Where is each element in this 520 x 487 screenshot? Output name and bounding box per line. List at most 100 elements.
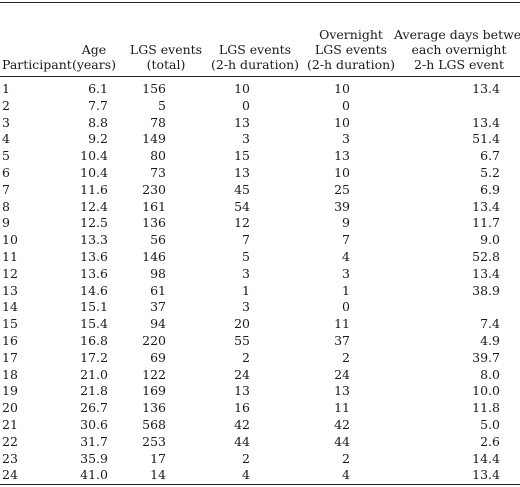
table-row: 2 7.7 5 0 0 xyxy=(0,98,520,115)
participant-cell: 19 xyxy=(2,383,18,399)
participant-cell: 22 xyxy=(2,433,18,449)
lgs-total-cell: 253 xyxy=(142,433,166,449)
age-cell: 10.4 xyxy=(80,164,108,180)
lgs-2h-cell: 5 xyxy=(242,248,250,264)
overnight-lgs-cell: 13 xyxy=(334,383,350,399)
lgs-total-cell: 56 xyxy=(150,232,166,248)
average-days-cell: 5.2 xyxy=(480,164,500,180)
overnight-lgs-cell: 39 xyxy=(334,198,350,214)
average-days-cell: 39.7 xyxy=(472,349,500,365)
participant-cell: 14 xyxy=(2,299,18,315)
lgs-total-cell: 149 xyxy=(142,131,166,147)
age-cell: 7.7 xyxy=(88,97,108,113)
overnight-lgs-cell: 10 xyxy=(334,114,350,130)
lgs-total-cell: 169 xyxy=(142,383,166,399)
table-row: 12 13.6 98 3 3 13.4 xyxy=(0,266,520,283)
lgs-total-cell: 69 xyxy=(150,349,166,365)
lgs-2h-cell: 1 xyxy=(242,282,250,298)
participant-cell: 23 xyxy=(2,450,18,466)
average-days-cell: 5.0 xyxy=(480,416,500,432)
header-overnight-line-1: Overnight xyxy=(319,27,383,42)
lgs-total-cell: 220 xyxy=(142,332,166,348)
lgs-total-cell: 161 xyxy=(142,198,166,214)
overnight-lgs-cell: 25 xyxy=(334,181,350,197)
lgs-2h-cell: 12 xyxy=(234,215,250,231)
lgs-2h-cell: 3 xyxy=(242,265,250,281)
lgs-total-cell: 14 xyxy=(150,467,166,483)
participant-cell: 16 xyxy=(2,332,18,348)
header-participant: Participant xyxy=(2,57,72,72)
age-cell: 10.4 xyxy=(80,148,108,164)
average-days-cell: 6.9 xyxy=(480,181,500,197)
average-days-cell: 52.8 xyxy=(472,248,500,264)
lgs-2h-cell: 13 xyxy=(234,114,250,130)
header-lgs-2h-line-1: LGS events xyxy=(218,42,292,57)
overnight-lgs-cell: 1 xyxy=(342,282,350,298)
age-cell: 30.6 xyxy=(80,416,108,432)
table-row: 14 15.1 37 3 0 xyxy=(0,299,520,316)
lgs-2h-cell: 2 xyxy=(242,450,250,466)
participant-cell: 20 xyxy=(2,400,18,416)
participant-cell: 18 xyxy=(2,366,18,382)
average-days-cell: 13.4 xyxy=(472,265,500,281)
header-bottom-rule xyxy=(0,76,520,77)
participant-cell: 21 xyxy=(2,416,18,432)
overnight-lgs-cell: 0 xyxy=(342,299,350,315)
average-days-cell: 2.6 xyxy=(480,433,500,449)
age-cell: 8.8 xyxy=(88,114,108,130)
header-age: Age (years) xyxy=(70,42,118,72)
age-cell: 12.4 xyxy=(80,198,108,214)
overnight-lgs-cell: 2 xyxy=(342,349,350,365)
header-avg-line-2: each overnight xyxy=(411,42,507,57)
lgs-total-cell: 5 xyxy=(158,97,166,113)
lgs-2h-cell: 3 xyxy=(242,299,250,315)
average-days-cell: 4.9 xyxy=(480,332,500,348)
lgs-2h-cell: 13 xyxy=(234,383,250,399)
lgs-2h-cell: 42 xyxy=(234,416,250,432)
table-row: 9 12.5 136 12 9 11.7 xyxy=(0,215,520,232)
participant-cell: 1 xyxy=(2,81,10,96)
lgs-2h-cell: 4 xyxy=(242,467,250,483)
participant-cell: 8 xyxy=(2,198,10,214)
average-days-cell: 7.4 xyxy=(480,316,500,332)
table-row: 21 30.6 568 42 42 5.0 xyxy=(0,417,520,434)
age-cell: 31.7 xyxy=(80,433,108,449)
age-cell: 9.2 xyxy=(88,131,108,147)
lgs-total-cell: 17 xyxy=(150,450,166,466)
participant-cell: 6 xyxy=(2,164,10,180)
header-avg-line-3: 2-h LGS event xyxy=(414,57,504,72)
lgs-total-cell: 136 xyxy=(142,215,166,231)
participant-cell: 12 xyxy=(2,265,18,281)
lgs-total-cell: 156 xyxy=(142,81,166,96)
table-top-rule xyxy=(0,2,520,3)
participant-cell: 13 xyxy=(2,282,18,298)
participant-cell: 7 xyxy=(2,181,10,197)
age-cell: 41.0 xyxy=(80,467,108,483)
participant-cell: 2 xyxy=(2,97,10,113)
table-row: 7 11.6 230 45 25 6.9 xyxy=(0,182,520,199)
overnight-lgs-cell: 13 xyxy=(334,148,350,164)
overnight-lgs-cell: 2 xyxy=(342,450,350,466)
header-avg-line-1: Average days between xyxy=(394,27,520,42)
lgs-total-cell: 80 xyxy=(150,148,166,164)
lgs-2h-cell: 2 xyxy=(242,349,250,365)
average-days-cell: 9.0 xyxy=(480,232,500,248)
lgs-total-cell: 122 xyxy=(142,366,166,382)
participant-cell: 11 xyxy=(2,248,18,264)
age-cell: 35.9 xyxy=(80,450,108,466)
lgs-2h-cell: 24 xyxy=(234,366,250,382)
header-overnight-line-3: (2-h duration) xyxy=(306,57,396,72)
participant-cell: 9 xyxy=(2,215,10,231)
participant-cell: 24 xyxy=(2,467,18,483)
header-age-line-1: Age xyxy=(81,42,107,57)
participant-cell: 15 xyxy=(2,316,18,332)
table-body: 1 6.1 156 10 10 13.4 2 7.7 5 0 0 3 8.8 78 13 10 13.4 4 9.2… xyxy=(0,81,520,484)
lgs-total-cell: 37 xyxy=(150,299,166,315)
lgs-total-cell: 94 xyxy=(150,316,166,332)
table-row: 23 35.9 17 2 2 14.4 xyxy=(0,451,520,468)
table-row: 17 17.2 69 2 2 39.7 xyxy=(0,350,520,367)
lgs-2h-cell: 7 xyxy=(242,232,250,248)
header-lgs-2h-line-2: (2-h duration) xyxy=(210,57,300,72)
age-cell: 13.6 xyxy=(80,265,108,281)
overnight-lgs-cell: 10 xyxy=(334,164,350,180)
